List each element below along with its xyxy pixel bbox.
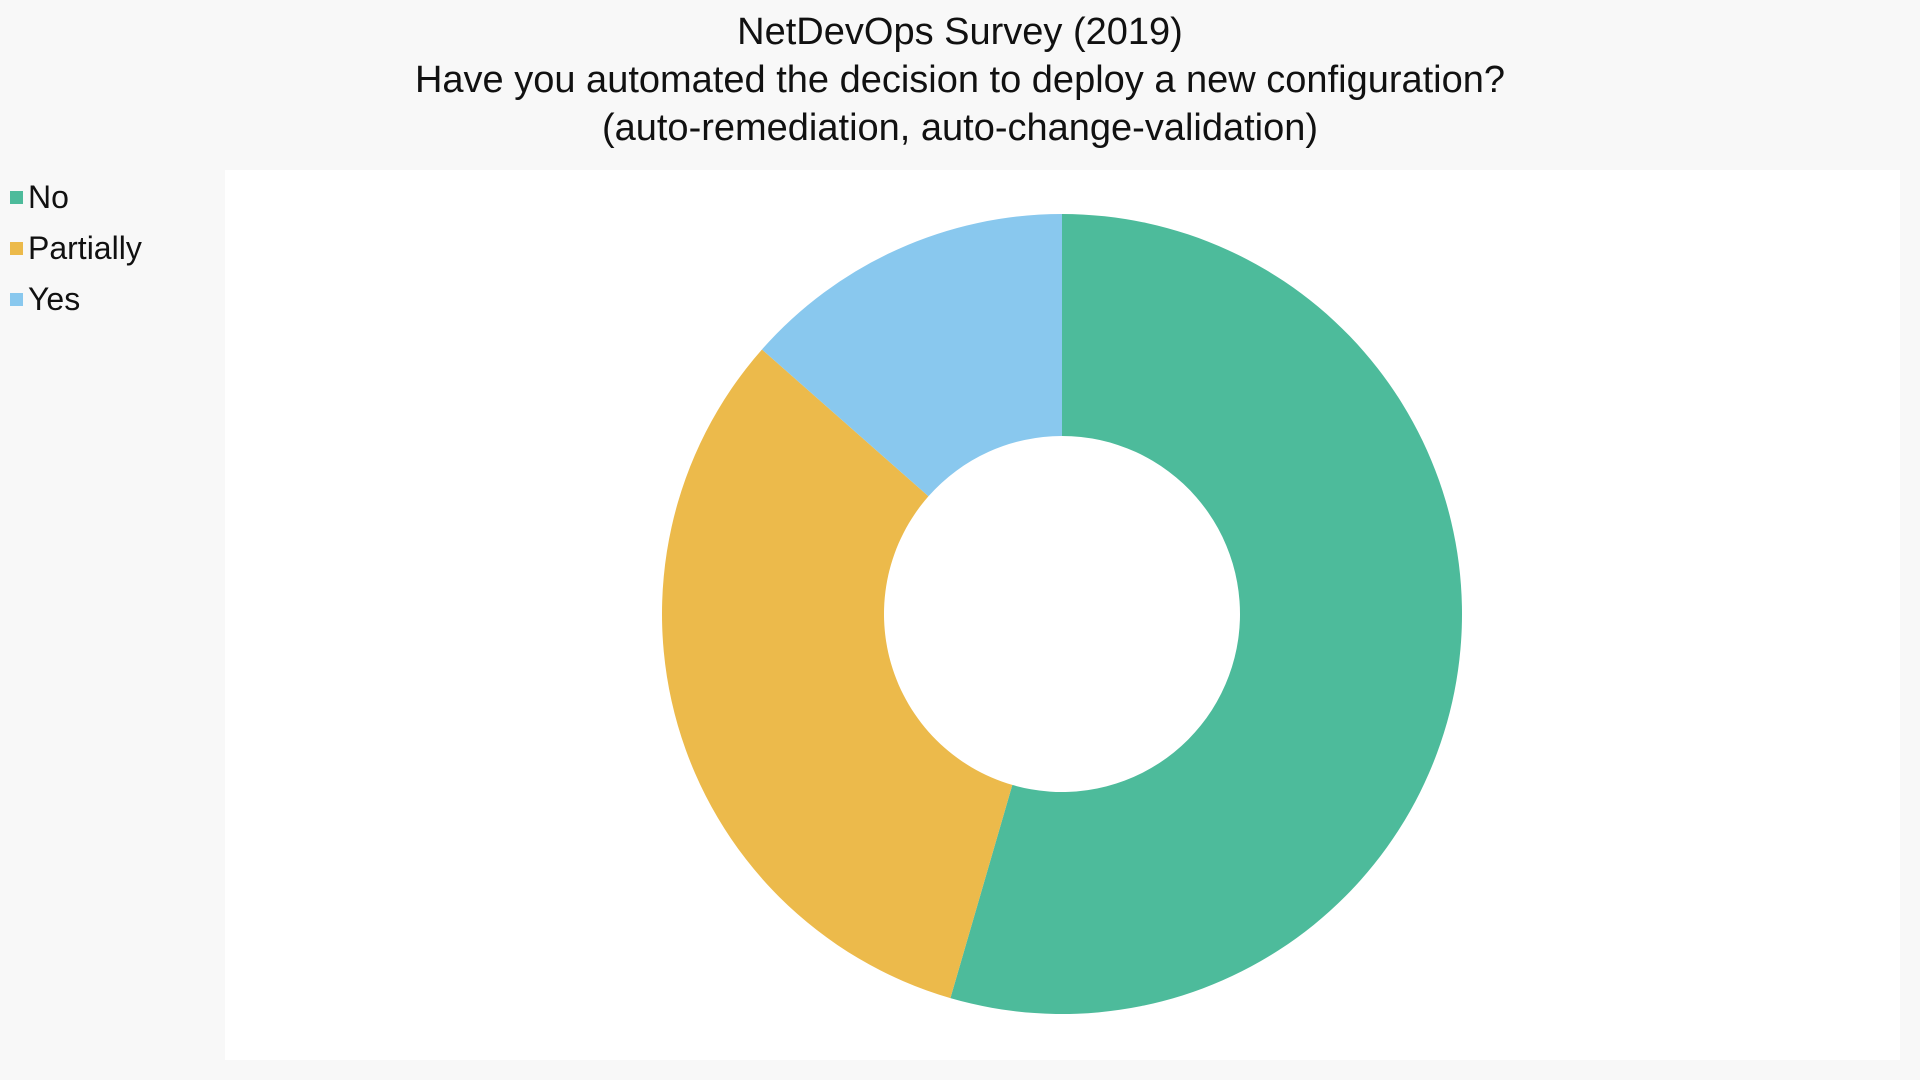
chart-legend: No Partially Yes [10, 172, 142, 325]
donut-slice-partially[interactable] [662, 349, 1013, 999]
legend-label-no: No [28, 179, 69, 215]
chart-title-line-1: NetDevOps Survey (2019) [737, 11, 1183, 53]
plot-area [225, 170, 1900, 1060]
chart-title-line-3: (auto-remediation, auto-change-validatio… [601, 107, 1319, 149]
legend-label-yes: Yes [28, 281, 81, 317]
donut-chart [662, 214, 1462, 1014]
legend-item-yes[interactable]: Yes [10, 274, 142, 325]
legend-item-no[interactable]: No [10, 172, 142, 223]
legend-label-partially: Partially [28, 230, 142, 266]
legend-item-partially[interactable]: Partially [10, 223, 142, 274]
chart-title: NetDevOps Survey (2019) Have you automat… [0, 8, 1920, 152]
legend-swatch-yes [10, 293, 23, 306]
donut-slice-yes[interactable] [761, 214, 1062, 497]
legend-swatch-partially [10, 242, 23, 255]
donut-slice-no[interactable] [950, 214, 1462, 1014]
legend-swatch-no [10, 191, 23, 204]
chart-title-line-2: Have you automated the decision to deplo… [414, 59, 1506, 101]
